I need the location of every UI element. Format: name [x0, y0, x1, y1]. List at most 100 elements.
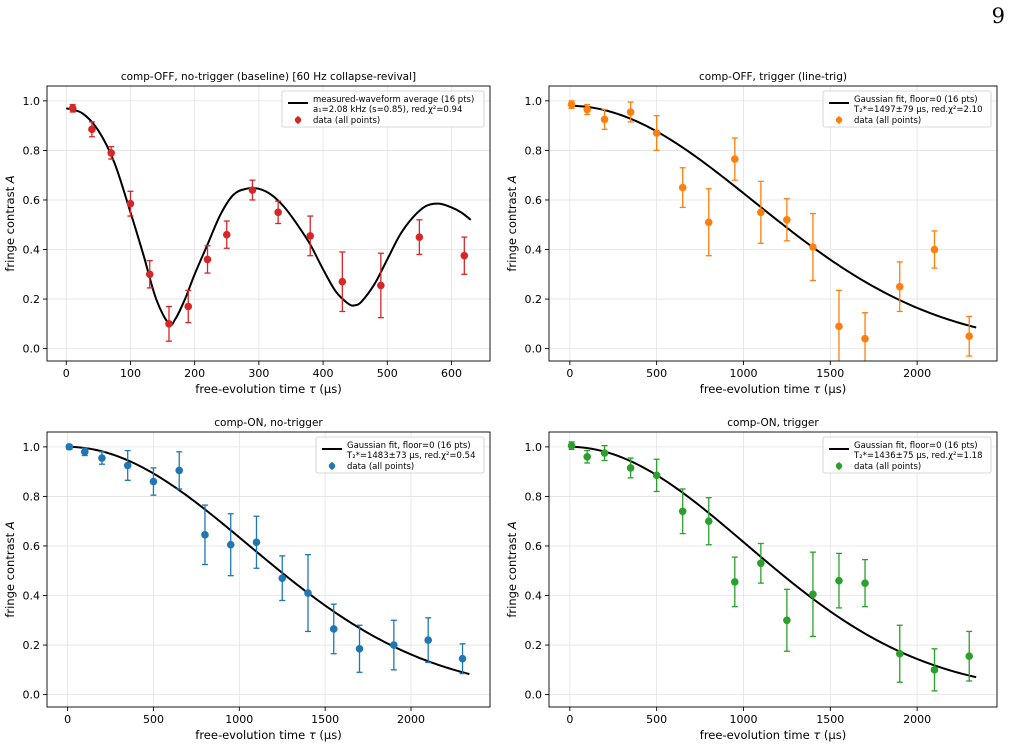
x-tick-label: 100: [120, 367, 141, 380]
x-tick-label: 500: [143, 713, 164, 726]
data-point: [704, 517, 713, 525]
y-tick-label: 0.8: [525, 490, 543, 503]
axes-frame: [548, 85, 998, 362]
y-tick-label: 0.8: [23, 490, 41, 503]
data-point: [338, 277, 347, 286]
legend: Gaussian fit, floor=0 (16 pts)T₂*=1436±7…: [822, 436, 992, 474]
plot-area: [567, 441, 977, 692]
data-point: [730, 155, 739, 163]
chart-panel-4: 0 500 1000 1500 2000 0.0 0.2 0.4 0.6 0.8 1.0 comp-O…: [505, 417, 998, 742]
y-tick-label: 0.4: [23, 244, 41, 257]
axes-frame: [548, 431, 998, 708]
data-point: [678, 507, 687, 516]
y-axis-label: fringe contrast A: [3, 175, 17, 271]
y-tick-label: 1.0: [23, 441, 41, 454]
fit-curve: [569, 104, 977, 329]
data-point: [626, 464, 635, 472]
page-number: 9: [991, 4, 1005, 28]
y-axis-label: fringe contrast A: [505, 521, 519, 617]
y-tick-label: 1.0: [23, 95, 41, 108]
y-tick-label: 0.2: [23, 639, 41, 652]
x-tick-label: 2000: [903, 713, 931, 726]
y-tick-label: 0.8: [23, 144, 41, 157]
y-tick-label: 0.6: [23, 540, 41, 553]
data-point: [68, 104, 77, 113]
y-tick-label: 0.0: [23, 343, 41, 356]
y-tick-label: 1.0: [525, 95, 543, 108]
data-point: [567, 100, 576, 109]
data-point: [600, 115, 609, 124]
fit-curve: [569, 445, 977, 679]
legend-fit-label: measured-waveform average (16 pts): [313, 95, 474, 105]
x-tick-label: 600: [441, 367, 462, 380]
x-tick-label: 0: [64, 713, 71, 726]
plot-area: [65, 103, 472, 342]
data-point: [123, 461, 132, 470]
legend-fit-detail: a₁=2.08 kHz (s=0.85), red.χ²=0.94: [313, 105, 462, 115]
data-point: [458, 654, 467, 663]
y-axis-label: fringe contrast A: [505, 175, 519, 271]
legend: Gaussian fit, floor=0 (16 pts)T₂*=1497±7…: [822, 90, 992, 128]
y-tick-label: 0.8: [525, 144, 543, 157]
x-tick-label: 400: [313, 367, 334, 380]
chart-title: comp-OFF, no-trigger (baseline) [60 Hz c…: [121, 71, 416, 83]
x-axis-label: free-evolution time τ (μs): [700, 382, 846, 396]
legend-data-label: data (all points): [854, 116, 921, 126]
x-tick-label: 0: [566, 367, 573, 380]
x-tick-label: 500: [646, 713, 667, 726]
legend: Gaussian fit, floor=0 (16 pts)T₂*=1483±7…: [315, 436, 485, 474]
data-point: [757, 559, 765, 568]
chart-panel-3: 0 500 1000 1500 2000 0.0 0.2 0.4 0.6 0.8 1.0 comp-O…: [3, 417, 491, 742]
x-tick-label: 2000: [903, 367, 931, 380]
chart-title: comp-ON, trigger: [727, 417, 819, 429]
data-point: [757, 208, 765, 217]
data-point: [252, 538, 261, 547]
axes-frame: [46, 431, 491, 708]
plot-area: [567, 100, 977, 361]
legend-fit-label: Gaussian fit, floor=0 (16 pts): [347, 441, 471, 451]
fit-curve: [67, 445, 470, 676]
chart-title: comp-OFF, trigger (line-trig): [699, 71, 847, 83]
data-point: [145, 270, 154, 279]
data-point: [809, 243, 817, 251]
y-tick-label: 0.6: [23, 194, 41, 207]
data-point: [248, 186, 257, 194]
x-axis-label: free-evolution time τ (μs): [195, 382, 341, 396]
data-point: [278, 574, 287, 582]
chart-panel-1: 0 100 200 300 400 500 600 0.0 0.2 0.4 0.6 0.8 1.0 com…: [3, 71, 491, 396]
data-point: [965, 652, 974, 661]
x-tick-label: 1000: [225, 713, 253, 726]
data-point: [861, 334, 869, 343]
data-point: [98, 454, 106, 462]
legend-data-label: data (all points): [313, 116, 380, 126]
x-tick-label: 0: [566, 713, 573, 726]
y-tick-label: 0.2: [23, 293, 41, 306]
legend-fit-detail: T₂*=1483±73 μs, red.χ²=0.54: [346, 451, 475, 461]
data-point: [783, 215, 791, 224]
data-point: [626, 108, 635, 116]
x-tick-label: 1500: [311, 713, 339, 726]
legend-fit-label: Gaussian fit, floor=0 (16 pts): [854, 95, 978, 105]
legend-data-swatch: [328, 462, 336, 470]
data-point: [80, 448, 89, 456]
legend-box: [281, 90, 485, 128]
data-point: [678, 183, 687, 192]
y-tick-label: 0.2: [525, 639, 543, 652]
y-tick-label: 0.4: [23, 590, 41, 603]
data-point: [895, 282, 904, 291]
y-tick-label: 0.2: [525, 293, 543, 306]
x-tick-label: 1000: [729, 367, 757, 380]
legend-box: [315, 436, 485, 474]
data-point: [149, 477, 158, 486]
data-point: [329, 625, 338, 633]
data-point: [415, 233, 424, 241]
y-axis-label: fringe contrast A: [3, 521, 17, 617]
data-point: [930, 245, 939, 254]
data-point: [126, 199, 135, 208]
x-tick-label: 1500: [816, 713, 844, 726]
legend-data-label: data (all points): [854, 462, 921, 472]
data-point: [835, 576, 843, 585]
data-point: [460, 251, 469, 260]
data-point: [783, 616, 791, 625]
data-point: [652, 471, 661, 480]
